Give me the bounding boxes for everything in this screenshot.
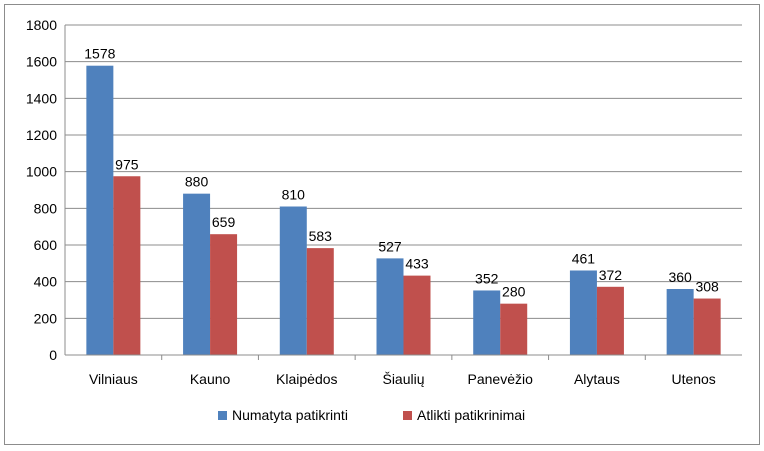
bar-planned: [376, 258, 404, 355]
y-tick-label: 1400: [26, 90, 57, 106]
data-label: 1578: [84, 46, 115, 62]
legend-label: Numatyta patikrinti: [232, 407, 348, 423]
data-label: 975: [115, 156, 139, 172]
bar-planned: [279, 206, 307, 355]
y-tick-label: 1600: [26, 54, 57, 70]
data-label: 461: [572, 250, 596, 266]
bar-performed: [596, 286, 624, 355]
data-label: 308: [695, 279, 719, 295]
data-label: 659: [212, 214, 236, 230]
bar-performed: [693, 298, 721, 355]
bar-planned: [86, 65, 114, 355]
bars: [86, 65, 721, 355]
data-label: 880: [185, 174, 209, 190]
y-axis-tick-labels: 0 200 400 600 800 1000 1200 1400 1600 1800: [26, 17, 57, 363]
bar-performed: [306, 248, 334, 355]
y-tick-label: 1200: [26, 127, 57, 143]
data-label: 352: [475, 270, 499, 286]
x-tick-label: Utenos: [671, 371, 715, 387]
y-tick-label: 200: [34, 310, 58, 326]
y-tick-label: 0: [49, 347, 57, 363]
data-label: 280: [502, 284, 526, 300]
bar-chart: 0 200 400 600 800 1000 1200 1400 1600 1800 1578 97…: [26, 17, 742, 423]
x-tick-label: Panevėžio: [468, 371, 534, 387]
x-tick-label: Vilniaus: [89, 371, 138, 387]
x-axis-tick-labels: Vilniaus Kauno Klaipėdos Šiaulių Panevėžio Al…: [89, 371, 716, 387]
x-tick-label: Kauno: [190, 371, 231, 387]
data-label: 583: [309, 228, 333, 244]
x-tick-label: Alytaus: [574, 371, 620, 387]
bar-performed: [403, 275, 431, 355]
bar-performed: [113, 176, 141, 355]
data-label: 810: [282, 187, 306, 203]
axes: [64, 25, 742, 360]
legend-swatch: [218, 411, 227, 420]
x-tick-label: Šiaulių: [382, 371, 424, 387]
y-tick-label: 400: [34, 274, 58, 290]
y-tick-label: 1000: [26, 164, 57, 180]
y-tick-label: 600: [34, 237, 58, 253]
legend-label: Atlikti patikrinimai: [417, 407, 525, 423]
y-tick-label: 800: [34, 200, 58, 216]
bar-planned: [569, 270, 597, 355]
bar-planned: [473, 290, 501, 355]
data-label: 433: [405, 256, 429, 272]
bar-planned: [666, 289, 694, 355]
x-tick-label: Klaipėdos: [276, 371, 338, 387]
bar-performed: [500, 303, 528, 355]
legend-swatch: [403, 411, 412, 420]
data-label: 372: [599, 267, 623, 283]
gridlines: [65, 24, 742, 319]
y-tick-label: 1800: [26, 17, 57, 33]
chart-frame: 0 200 400 600 800 1000 1200 1400 1600 1800 1578 97…: [4, 4, 760, 445]
bar-planned: [183, 193, 211, 355]
data-label: 527: [378, 238, 402, 254]
legend: Numatyta patikrinti Atlikti patikrinimai: [218, 407, 525, 423]
bar-performed: [210, 234, 238, 355]
data-label: 360: [668, 269, 692, 285]
